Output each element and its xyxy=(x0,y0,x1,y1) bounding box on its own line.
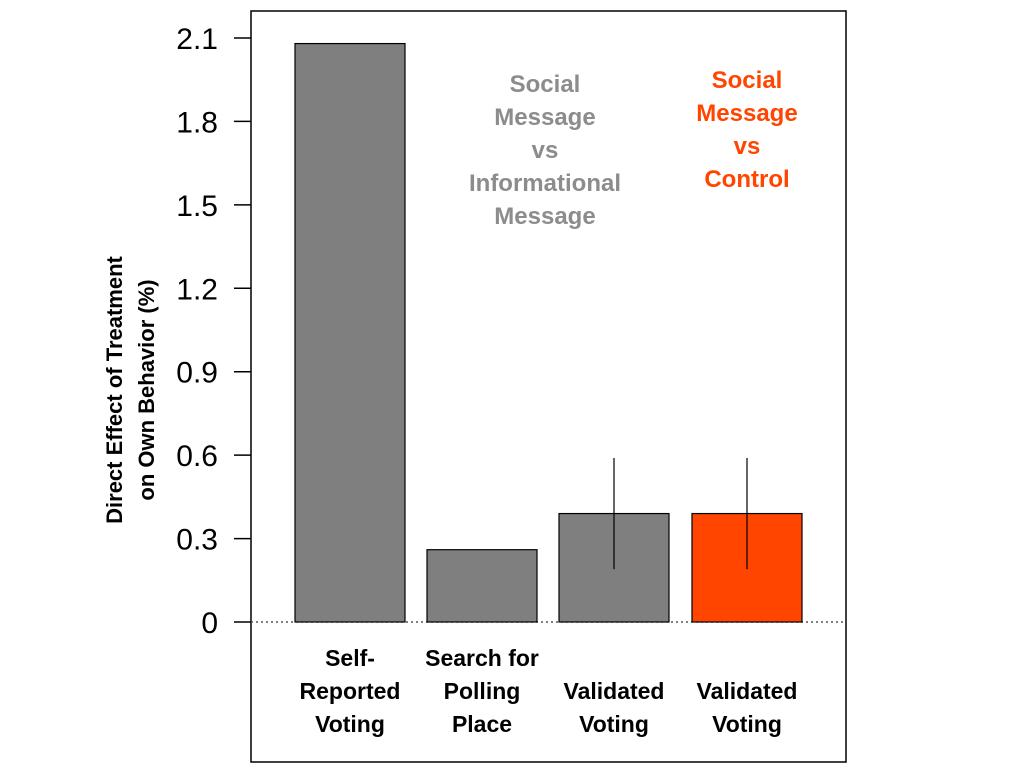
y-tick-label: 0.6 xyxy=(176,440,218,473)
bar xyxy=(294,42,406,623)
bar xyxy=(426,549,538,623)
y-tick-label: 1.2 xyxy=(176,273,218,306)
annotation-line: vs xyxy=(532,137,559,164)
y-axis-title-line: on Own Behavior (%) xyxy=(134,279,159,500)
y-axis-title-line: Direct Effect of Treatment xyxy=(102,255,127,523)
annotation-line: vs xyxy=(734,133,761,160)
y-tick-label: 0 xyxy=(201,607,218,640)
y-tick-label: 2.1 xyxy=(176,23,218,56)
category-labels: Self- Reported Voting Search for Polling Plac… xyxy=(300,645,798,737)
bars xyxy=(294,42,803,623)
category-label: Voting xyxy=(579,711,649,737)
category-label: Polling xyxy=(444,678,521,704)
annotation-line: Social xyxy=(712,67,783,94)
category-label: Place xyxy=(452,711,512,737)
annotation-line: Message xyxy=(494,203,595,230)
y-tick-label: 1.8 xyxy=(176,106,218,139)
error-bars xyxy=(613,457,748,570)
annotation-line: Message xyxy=(696,100,797,127)
annotation-line: Social xyxy=(510,71,581,98)
y-tick-label: 0.9 xyxy=(176,357,218,390)
annotations: Social Message vs Informational Message Socia… xyxy=(469,67,798,230)
category-label: Reported xyxy=(300,678,401,704)
plot-frame xyxy=(250,10,847,763)
y-axis-title: Direct Effect of Treatment on Own Behavio… xyxy=(102,255,159,523)
y-tick-label: 1.5 xyxy=(176,190,218,223)
category-label: Validated xyxy=(697,678,798,704)
y-tick-label: 0.3 xyxy=(176,524,218,557)
annotation-line: Informational xyxy=(469,170,621,197)
category-label: Voting xyxy=(315,711,385,737)
annotation-line: Control xyxy=(704,166,789,193)
category-label: Validated xyxy=(564,678,665,704)
category-label: Search for xyxy=(425,645,539,671)
category-label: Self- xyxy=(325,645,375,671)
y-axis: 0 0.3 0.6 0.9 1.2 1.5 1.8 2.1 xyxy=(176,23,251,640)
annotation-line: Message xyxy=(494,104,595,131)
category-label: Voting xyxy=(712,711,782,737)
